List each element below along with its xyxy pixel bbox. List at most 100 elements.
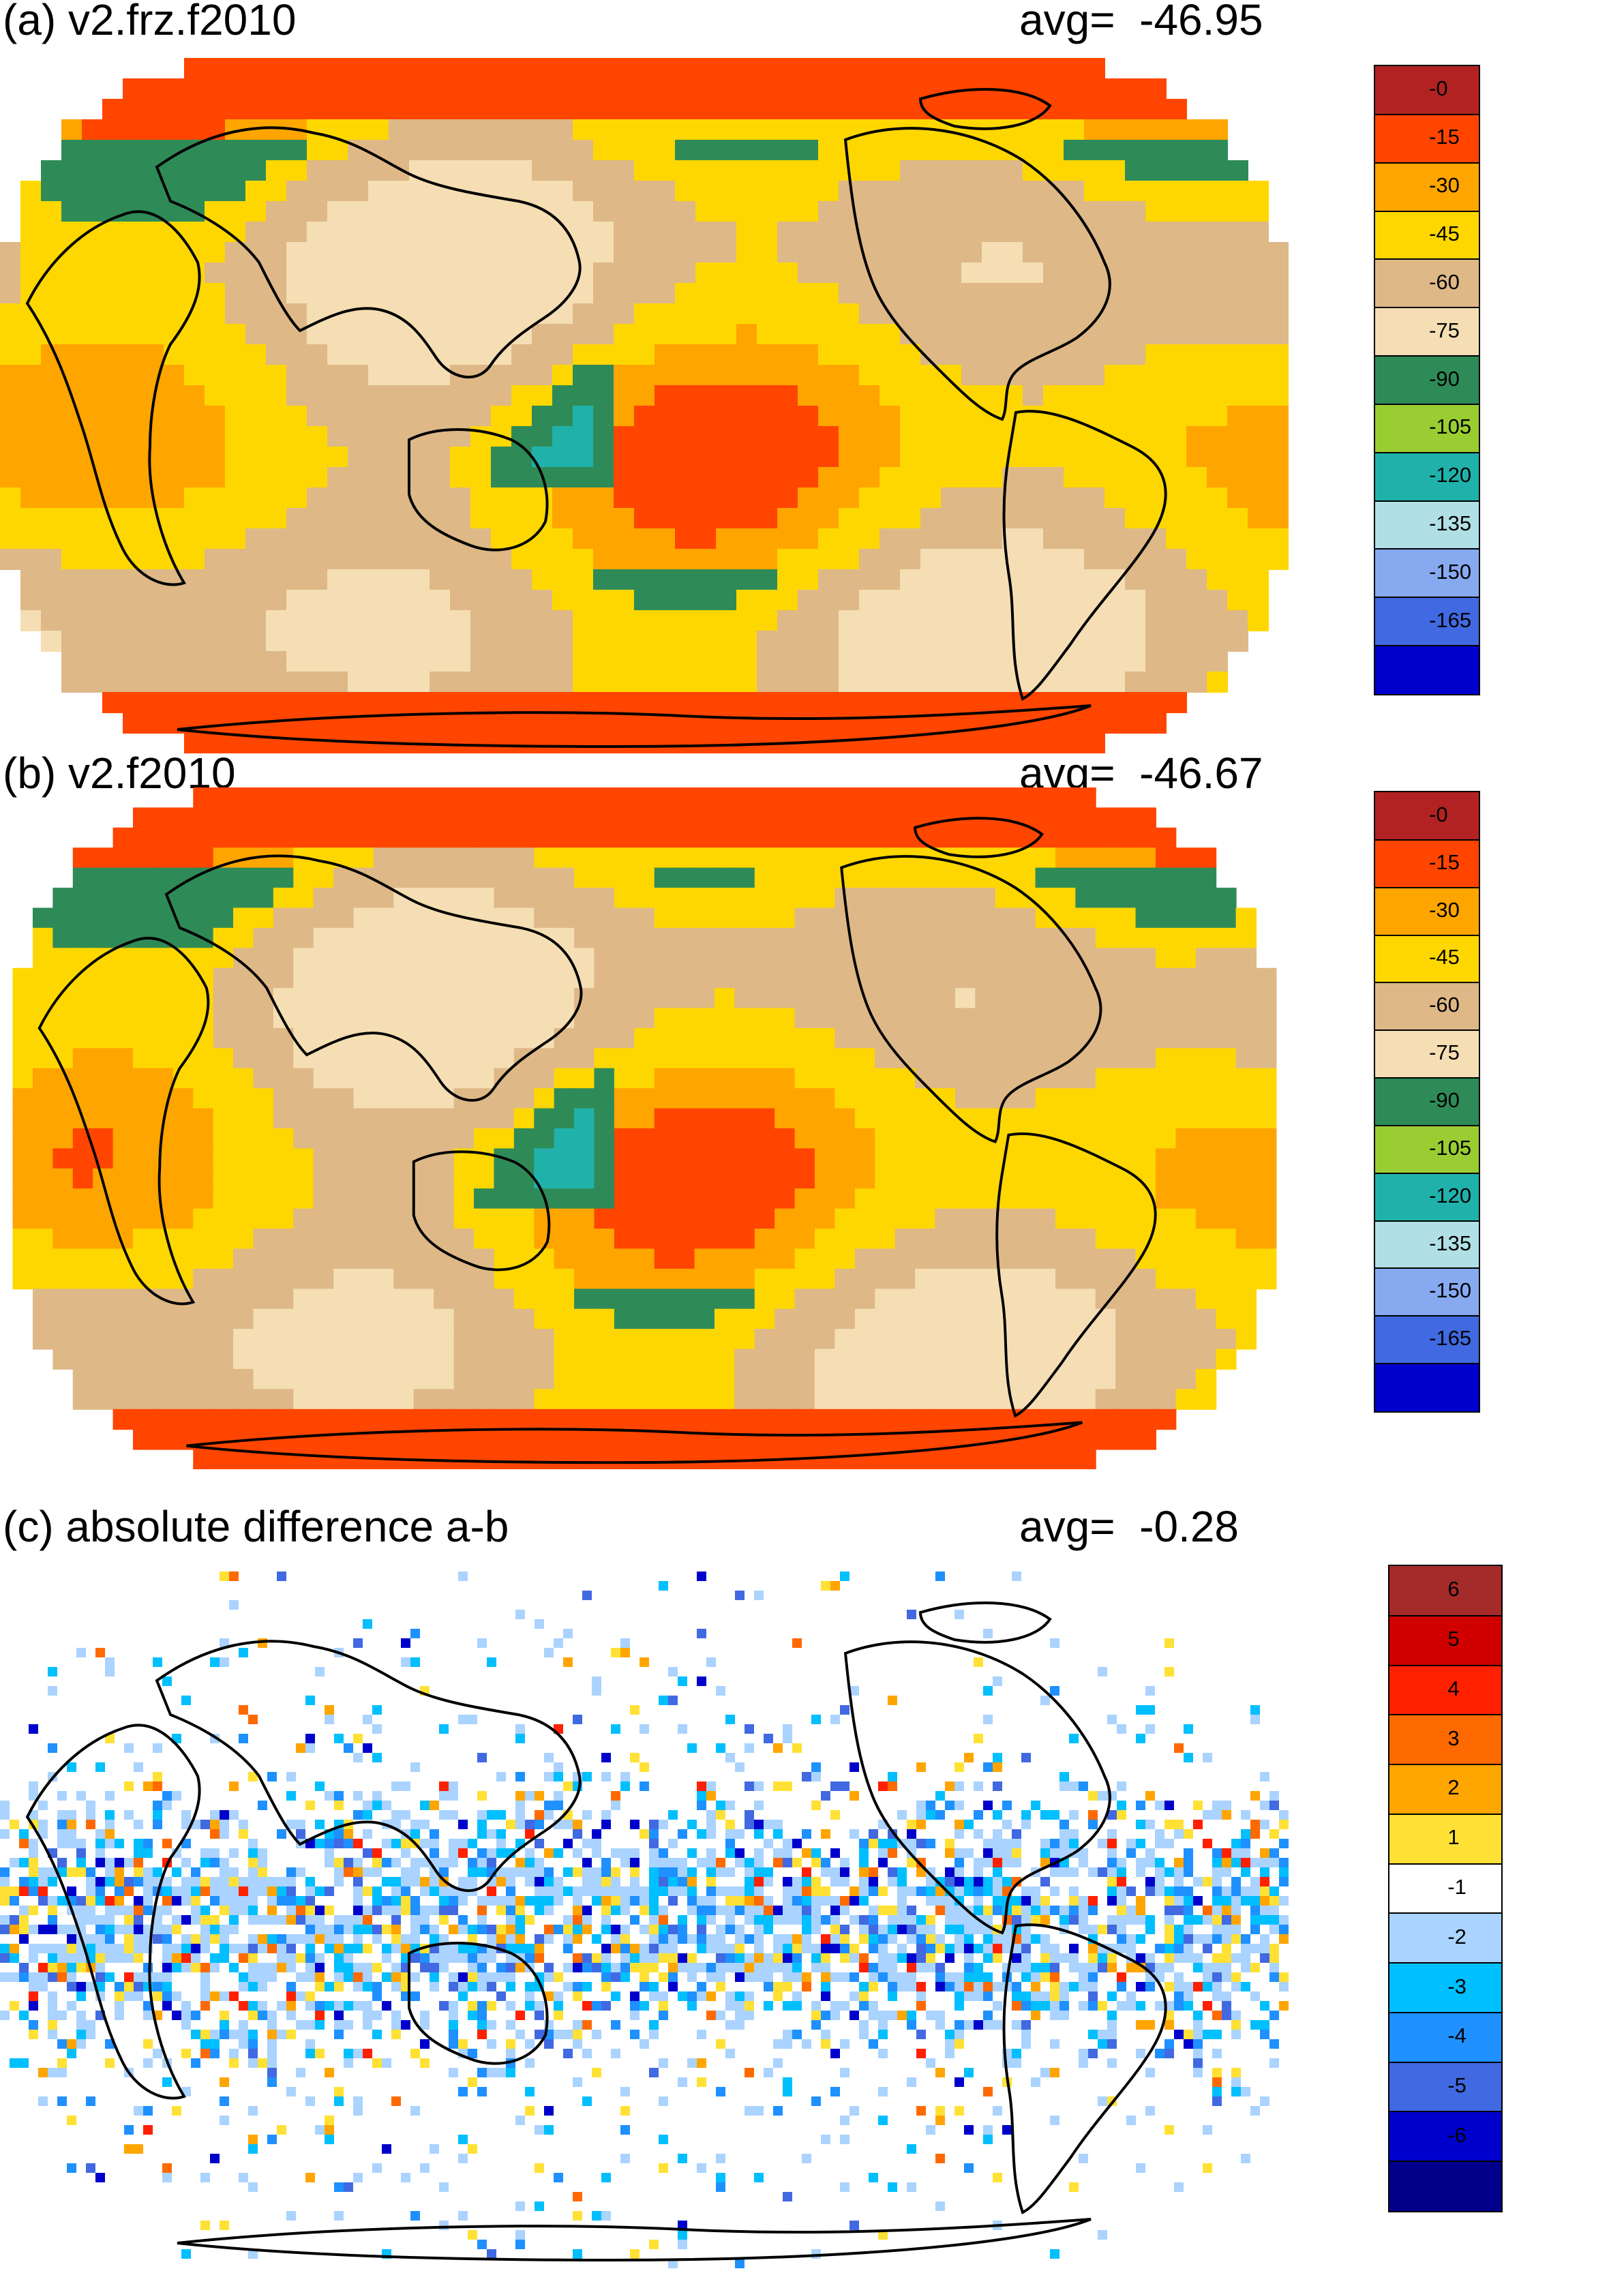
colorbar-label: -120	[1429, 1183, 1472, 1207]
colorbar-divider	[1388, 2161, 1503, 2163]
colorbar-box	[1389, 1913, 1501, 1964]
colorbar-label: -105	[1429, 415, 1472, 439]
colorbar-label: -165	[1429, 607, 1472, 632]
colorbar-box	[1375, 792, 1479, 841]
colorbar-label: -3	[1447, 1974, 1467, 1998]
colorbar-divider	[1374, 451, 1480, 453]
colorbar-box	[1375, 1268, 1479, 1317]
colorbar-label: -1	[1447, 1875, 1467, 1899]
colorbar-box	[1375, 452, 1479, 502]
colorbar-box	[1375, 1316, 1479, 1364]
panel-c: (c) absolute difference a-b avg= -0.28 6…	[0, 1503, 1624, 2286]
colorbar-label: 2	[1447, 1775, 1460, 1800]
avg-value: -46.67	[1139, 749, 1263, 798]
colorbar-divider	[1388, 2061, 1503, 2063]
colorbar-divider	[1374, 645, 1480, 647]
colorbar-label: -135	[1429, 511, 1472, 536]
colorbar-label: -45	[1429, 945, 1460, 969]
colorbar-label: -105	[1429, 1135, 1472, 1160]
colorbar-box	[1389, 2062, 1501, 2112]
global-map	[0, 1571, 1289, 2268]
avg-value: -46.95	[1139, 0, 1263, 44]
colorbar-box	[1375, 211, 1479, 260]
colorbar-label: -4	[1447, 2024, 1467, 2048]
colorbar-label: -0	[1429, 802, 1448, 826]
colorbar-box	[1375, 1125, 1479, 1174]
colorbar-label: 6	[1447, 1577, 1460, 1601]
colorbar-divider	[1374, 355, 1480, 357]
colorbar-divider	[1374, 1124, 1480, 1126]
colorbar-label: -30	[1429, 897, 1460, 922]
colorbar-label: -45	[1429, 221, 1460, 245]
panel-title: (c) absolute difference a-b	[3, 1502, 509, 1551]
colorbar-box	[1375, 162, 1479, 212]
colorbar-label: 1	[1447, 1825, 1460, 1850]
colorbar-label: -15	[1429, 849, 1460, 874]
colorbar-box	[1375, 1364, 1479, 1412]
colorbar-divider	[1374, 597, 1480, 599]
colorbar-divider	[1374, 1077, 1480, 1079]
colorbar	[1374, 791, 1480, 1413]
colorbar-divider	[1388, 1962, 1503, 1964]
coastlines	[25, 1601, 1167, 2262]
colorbar-divider	[1374, 1363, 1480, 1365]
colorbar-box	[1375, 114, 1479, 164]
colorbar-divider	[1374, 500, 1480, 502]
colorbar-label: -75	[1429, 318, 1460, 342]
panel-a: (a) v2.frz.f2010 avg= -46.95 -0 -15 -30 -45…	[0, 0, 1624, 753]
colorbar-box	[1375, 1078, 1479, 1126]
colorbar-box	[1375, 1220, 1479, 1269]
colorbar	[1388, 1565, 1503, 2212]
colorbar-label: -60	[1429, 993, 1460, 1017]
colorbar-box	[1389, 1715, 1501, 1765]
colorbar-label: -0	[1429, 76, 1448, 101]
colorbar-box	[1375, 839, 1479, 888]
colorbar-box	[1389, 1963, 1501, 2013]
colorbar-label: -60	[1429, 269, 1460, 294]
colorbar-divider	[1374, 1172, 1480, 1174]
avg-value: -0.28	[1139, 1502, 1239, 1551]
colorbar-divider	[1388, 1912, 1503, 1914]
panel-average: avg= -46.95	[1019, 0, 1263, 44]
colorbar-box	[1389, 2111, 1501, 2162]
colorbar-label: -120	[1429, 463, 1472, 487]
colorbar-label: -2	[1447, 1924, 1467, 1949]
colorbar-divider	[1388, 1664, 1503, 1666]
colorbar-box	[1375, 1173, 1479, 1222]
colorbar-divider	[1388, 2011, 1503, 2013]
colorbar-box	[1375, 646, 1479, 695]
colorbar-divider	[1374, 210, 1480, 212]
colorbar-divider	[1374, 982, 1480, 984]
coastlines	[25, 88, 1167, 749]
colorbar-box	[1389, 1566, 1501, 1616]
colorbar-box	[1375, 66, 1479, 115]
map-field	[12, 787, 1277, 1469]
coastlines	[37, 817, 1157, 1464]
colorbar-box	[1375, 404, 1479, 453]
colorbar-label: -75	[1429, 1040, 1460, 1065]
colorbar-divider	[1374, 403, 1480, 405]
colorbar-divider	[1374, 162, 1480, 164]
colorbar-label: 3	[1447, 1726, 1460, 1750]
map-field	[0, 1571, 1289, 2268]
colorbar-divider	[1374, 1267, 1480, 1269]
colorbar-box	[1375, 307, 1479, 357]
colorbar-label: -150	[1429, 1278, 1472, 1303]
colorbar-divider	[1388, 2111, 1503, 2113]
colorbar-label: 5	[1447, 1627, 1460, 1651]
global-map	[0, 58, 1289, 753]
colorbar-label: -5	[1447, 2073, 1467, 2098]
colorbar-divider	[1374, 113, 1480, 115]
colorbar-label: -90	[1429, 366, 1460, 391]
colorbar-label: -150	[1429, 559, 1472, 584]
colorbar-box	[1375, 597, 1479, 646]
colorbar-box	[1375, 982, 1479, 1031]
colorbar-divider	[1374, 258, 1480, 260]
colorbar-box	[1389, 1615, 1501, 1666]
colorbar	[1374, 65, 1480, 695]
avg-label: avg=	[1019, 0, 1115, 44]
colorbar-box	[1389, 2161, 1501, 2212]
colorbar-divider	[1374, 1315, 1480, 1317]
avg-label: avg=	[1019, 1502, 1115, 1551]
colorbar-box	[1375, 1030, 1479, 1079]
